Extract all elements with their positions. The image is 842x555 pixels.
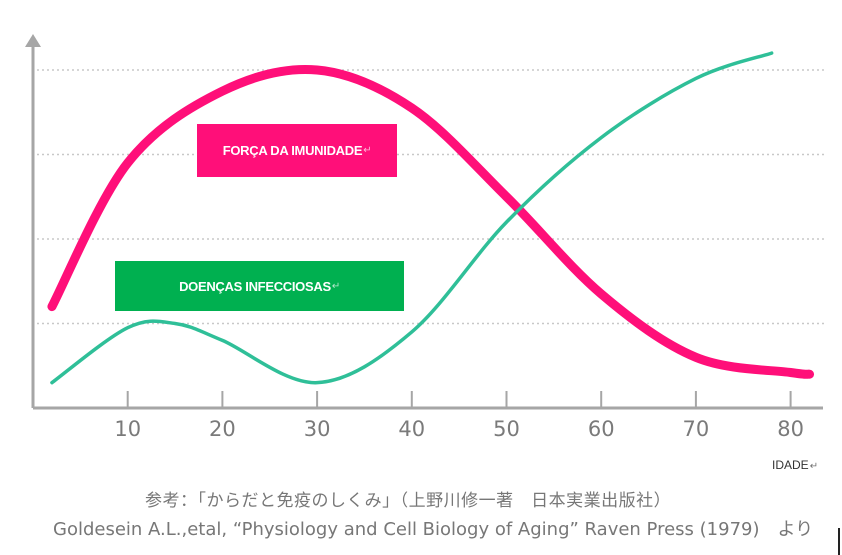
x-tick-label: 20	[209, 417, 236, 441]
x-tick-label: 70	[683, 417, 710, 441]
x-tick-label: 80	[777, 417, 804, 441]
axes	[25, 34, 823, 410]
y-axis-arrow	[25, 34, 41, 47]
infectious-diseases-curve	[50, 51, 774, 385]
x-tick-label: 40	[398, 417, 425, 441]
infectious-label: DOENÇAS INFECCIOSAS	[179, 278, 331, 294]
edge-bar	[838, 528, 840, 555]
immunity-label: FORÇA DA IMUNIDADE	[222, 143, 363, 158]
immunity-label-box: FORÇA DA IMUNIDADE ↵	[197, 124, 397, 177]
reference-english: Goldesein A.L.,etal, “Physiology and Cel…	[53, 519, 814, 540]
return-mark: ↵	[363, 145, 372, 156]
return-mark: ↵	[331, 280, 340, 292]
immunity-curve	[47, 64, 815, 379]
return-mark: ↵	[809, 461, 819, 472]
series-lines	[47, 51, 815, 385]
x-tick-label: 10	[114, 417, 141, 441]
x-tick-label: 60	[588, 417, 615, 441]
x-axis-label-text: IDADE	[772, 458, 809, 472]
x-tick-label: 30	[304, 417, 331, 441]
x-tick-label: 50	[493, 417, 520, 441]
reference-japanese: 参考：「からだと免疫のしくみ」（上野川修一著 日本実業出版社）	[145, 491, 672, 511]
x-axis-label: IDADE↵	[772, 458, 818, 472]
infectious-label-box: DOENÇAS INFECCIOSAS ↵	[115, 261, 404, 311]
x-ticks: 10 20 30 40 50 60 70 80	[114, 391, 804, 441]
